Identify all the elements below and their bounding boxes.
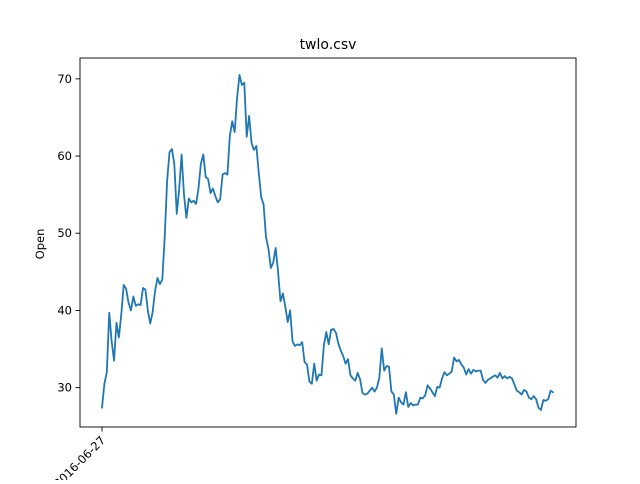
y-axis-label: Open bbox=[33, 229, 47, 260]
y-tick-label: 70 bbox=[57, 72, 72, 86]
y-tick-label: 30 bbox=[57, 381, 72, 395]
y-axis: 30 40 50 60 70 bbox=[57, 72, 80, 395]
y-tick-label: 50 bbox=[57, 226, 72, 240]
y-tick-label: 60 bbox=[57, 149, 72, 163]
y-tick-label: 40 bbox=[57, 303, 72, 317]
x-tick-label: 2016-06-27 bbox=[51, 433, 108, 480]
series-line-open bbox=[101, 74, 554, 415]
chart-title: twlo.csv bbox=[300, 37, 357, 53]
plot-frame bbox=[79, 57, 577, 428]
x-axis: 2016-06-27 bbox=[51, 427, 108, 484]
